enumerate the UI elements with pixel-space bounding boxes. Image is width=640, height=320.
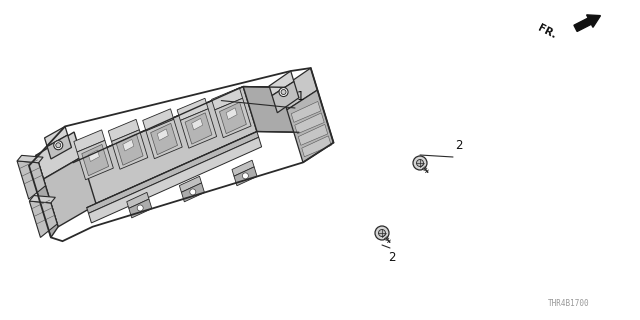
Polygon shape: [17, 161, 45, 199]
Polygon shape: [291, 101, 321, 122]
Polygon shape: [180, 109, 217, 148]
Polygon shape: [77, 140, 113, 180]
Polygon shape: [29, 155, 58, 237]
Polygon shape: [280, 68, 317, 110]
Polygon shape: [123, 140, 134, 151]
Polygon shape: [212, 88, 243, 110]
Circle shape: [56, 143, 61, 148]
Polygon shape: [127, 192, 149, 208]
Circle shape: [137, 205, 143, 211]
Polygon shape: [143, 109, 173, 131]
Polygon shape: [181, 183, 205, 202]
Polygon shape: [301, 136, 332, 157]
Text: FR.: FR.: [536, 22, 557, 40]
Polygon shape: [45, 126, 68, 147]
Polygon shape: [243, 87, 299, 132]
Polygon shape: [73, 87, 257, 208]
Polygon shape: [29, 196, 56, 203]
Text: THR4B1700: THR4B1700: [548, 299, 590, 308]
Text: 2: 2: [455, 139, 463, 152]
Polygon shape: [215, 98, 251, 138]
Polygon shape: [185, 113, 212, 144]
Polygon shape: [179, 176, 202, 192]
Polygon shape: [87, 132, 259, 213]
Circle shape: [54, 141, 63, 150]
Circle shape: [243, 173, 248, 179]
Polygon shape: [36, 132, 82, 179]
Circle shape: [413, 156, 427, 170]
Polygon shape: [116, 134, 143, 165]
Polygon shape: [47, 135, 72, 159]
Circle shape: [417, 159, 424, 166]
Polygon shape: [129, 199, 152, 218]
Polygon shape: [191, 118, 203, 130]
Polygon shape: [82, 144, 109, 176]
Polygon shape: [88, 137, 262, 223]
Polygon shape: [234, 167, 257, 186]
Polygon shape: [146, 119, 182, 159]
Polygon shape: [232, 160, 254, 176]
Polygon shape: [108, 119, 140, 141]
Polygon shape: [29, 201, 57, 237]
Circle shape: [375, 226, 389, 240]
Polygon shape: [272, 82, 299, 113]
Polygon shape: [157, 129, 168, 140]
Polygon shape: [295, 113, 324, 134]
Circle shape: [281, 90, 286, 94]
Polygon shape: [287, 90, 333, 163]
Polygon shape: [73, 87, 285, 164]
Polygon shape: [177, 98, 208, 120]
FancyArrow shape: [574, 15, 600, 31]
Circle shape: [279, 88, 288, 97]
Polygon shape: [111, 130, 148, 169]
Polygon shape: [88, 150, 99, 162]
Polygon shape: [74, 130, 105, 152]
Polygon shape: [298, 124, 328, 145]
Polygon shape: [226, 108, 237, 119]
Polygon shape: [220, 102, 246, 134]
Text: 2: 2: [388, 251, 396, 264]
Circle shape: [190, 189, 196, 195]
Polygon shape: [17, 156, 43, 163]
Polygon shape: [269, 71, 294, 96]
Polygon shape: [44, 157, 96, 227]
Polygon shape: [150, 124, 177, 155]
Circle shape: [378, 229, 385, 236]
Text: 1: 1: [297, 90, 305, 103]
